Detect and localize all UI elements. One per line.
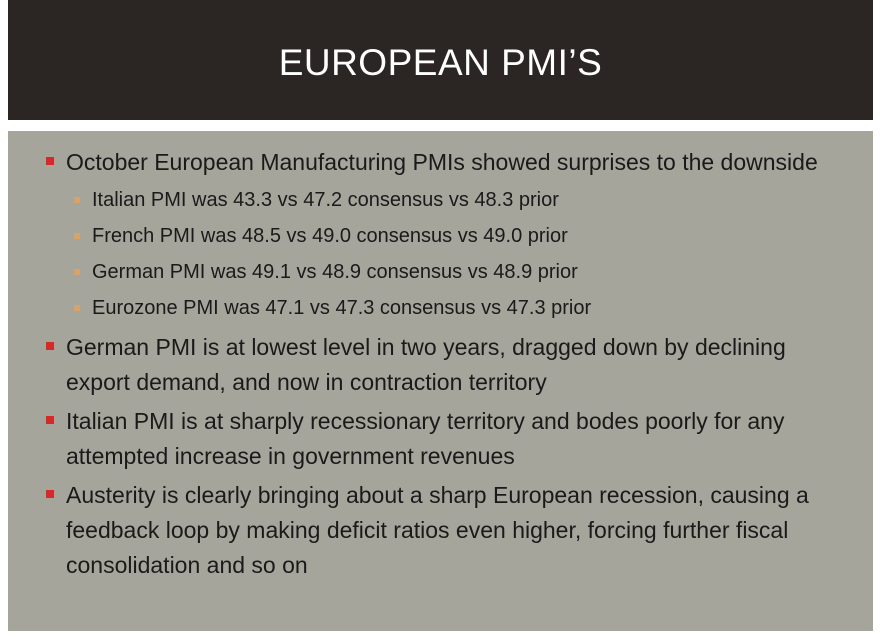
sub-bullet-text: Italian PMI was 43.3 vs 47.2 consensus v… bbox=[92, 189, 559, 211]
sub-bullet-item: Italian PMI was 43.3 vs 47.2 consensus v… bbox=[72, 182, 853, 218]
sub-bullet-list: Italian PMI was 43.3 vs 47.2 consensus v… bbox=[72, 182, 853, 326]
bullet-item: October European Manufacturing PMIs show… bbox=[46, 145, 853, 326]
bullet-text: German PMI is at lowest level in two yea… bbox=[66, 334, 786, 395]
red-square-bullet-icon bbox=[46, 157, 54, 165]
bullet-item: German PMI is at lowest level in two yea… bbox=[46, 330, 853, 400]
content-panel: October European Manufacturing PMIs show… bbox=[8, 131, 873, 631]
sub-bullet-item: French PMI was 48.5 vs 49.0 consensus vs… bbox=[72, 218, 853, 254]
red-square-bullet-icon bbox=[46, 416, 54, 424]
tan-square-bullet-icon bbox=[74, 305, 80, 311]
bullet-item: Italian PMI is at sharply recessionary t… bbox=[46, 404, 853, 474]
bullet-text: Italian PMI is at sharply recessionary t… bbox=[66, 408, 785, 469]
bullet-text: October European Manufacturing PMIs show… bbox=[66, 149, 818, 175]
bullet-list: October European Manufacturing PMIs show… bbox=[46, 145, 853, 583]
sub-bullet-text: French PMI was 48.5 vs 49.0 consensus vs… bbox=[92, 225, 568, 247]
tan-square-bullet-icon bbox=[74, 197, 80, 203]
tan-square-bullet-icon bbox=[74, 269, 80, 275]
sub-bullet-item: German PMI was 49.1 vs 48.9 consensus vs… bbox=[72, 254, 853, 290]
bullet-text: Austerity is clearly bringing about a sh… bbox=[66, 482, 809, 578]
sub-bullet-item: Eurozone PMI was 47.1 vs 47.3 consensus … bbox=[72, 290, 853, 326]
title-bar: EUROPEAN PMI’S bbox=[8, 0, 873, 120]
sub-bullet-text: German PMI was 49.1 vs 48.9 consensus vs… bbox=[92, 261, 578, 283]
bullet-item: Austerity is clearly bringing about a sh… bbox=[46, 478, 853, 583]
tan-square-bullet-icon bbox=[74, 233, 80, 239]
red-square-bullet-icon bbox=[46, 342, 54, 350]
slide-title: EUROPEAN PMI’S bbox=[278, 42, 603, 83]
red-square-bullet-icon bbox=[46, 490, 54, 498]
sub-bullet-text: Eurozone PMI was 47.1 vs 47.3 consensus … bbox=[92, 297, 592, 319]
